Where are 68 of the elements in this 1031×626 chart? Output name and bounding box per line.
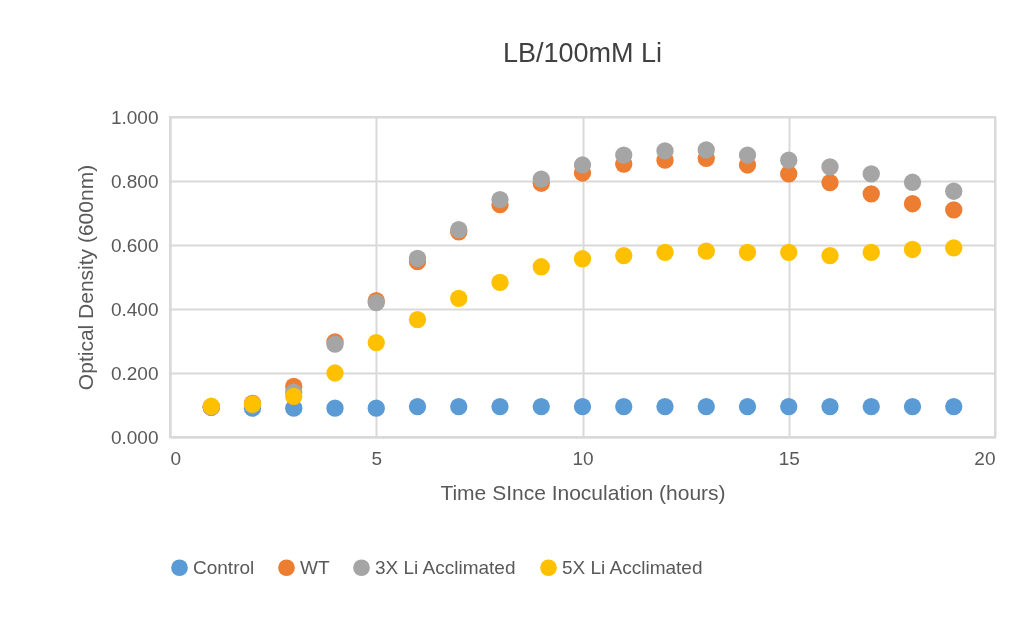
point bbox=[738, 146, 757, 164]
point bbox=[326, 399, 344, 417]
point bbox=[408, 249, 427, 268]
chart-title: LB/100mM Li bbox=[502, 38, 663, 68]
point bbox=[903, 397, 922, 416]
point bbox=[862, 165, 880, 183]
x-tick-label: 0 bbox=[170, 447, 182, 469]
point bbox=[862, 243, 880, 261]
x-tick-label: 15 bbox=[778, 447, 800, 469]
y-tick-label: 0.400 bbox=[110, 298, 159, 320]
x-tick-label: 10 bbox=[572, 447, 594, 469]
legend-label: Control bbox=[193, 556, 255, 578]
point bbox=[656, 397, 674, 416]
point bbox=[408, 397, 427, 416]
point bbox=[780, 397, 798, 416]
point bbox=[862, 185, 880, 203]
point bbox=[532, 397, 550, 416]
point bbox=[780, 243, 798, 261]
point bbox=[656, 243, 674, 261]
point bbox=[821, 158, 839, 176]
y-tick-label: 0.000 bbox=[110, 426, 159, 448]
point bbox=[780, 151, 798, 169]
x-tick-label: 20 bbox=[974, 447, 996, 469]
x-tick-label: 5 bbox=[371, 447, 383, 469]
point bbox=[367, 399, 385, 417]
point bbox=[945, 239, 963, 257]
point bbox=[738, 397, 757, 416]
point bbox=[491, 190, 509, 209]
y-tick-label: 0.800 bbox=[110, 170, 159, 192]
point bbox=[615, 246, 633, 265]
point bbox=[862, 397, 880, 416]
y-tick-label: 0.200 bbox=[110, 362, 159, 384]
point bbox=[945, 397, 963, 416]
point bbox=[697, 141, 715, 159]
y-tick-label: 1.000 bbox=[110, 106, 159, 128]
y-tick-label: 0.600 bbox=[110, 234, 159, 256]
y-axis-title: Optical Density (600nm) bbox=[73, 164, 97, 391]
point bbox=[697, 397, 715, 416]
point bbox=[615, 146, 633, 164]
point bbox=[532, 170, 550, 188]
point bbox=[573, 156, 592, 174]
point bbox=[491, 273, 509, 292]
point bbox=[697, 242, 715, 260]
legend-label: WT bbox=[300, 556, 330, 578]
point bbox=[945, 182, 963, 200]
point bbox=[450, 289, 468, 308]
legend-label: 5X Li Acclimated bbox=[562, 556, 703, 578]
point bbox=[573, 397, 592, 416]
point bbox=[945, 201, 963, 219]
point bbox=[903, 240, 922, 259]
x-axis-title: Time SInce Inoculation (hours) bbox=[440, 480, 726, 504]
point bbox=[326, 364, 344, 382]
point bbox=[656, 142, 674, 160]
point bbox=[532, 258, 550, 276]
point bbox=[821, 397, 839, 416]
point bbox=[367, 333, 385, 352]
point bbox=[903, 173, 922, 191]
legend-label: 3X Li Acclimated bbox=[375, 556, 516, 578]
point bbox=[903, 195, 922, 213]
point bbox=[573, 250, 592, 268]
point bbox=[738, 243, 757, 261]
point bbox=[491, 397, 509, 416]
point bbox=[285, 387, 303, 405]
point bbox=[450, 397, 468, 416]
point bbox=[821, 173, 839, 192]
point bbox=[821, 246, 839, 265]
point bbox=[408, 310, 427, 329]
point bbox=[615, 397, 633, 416]
